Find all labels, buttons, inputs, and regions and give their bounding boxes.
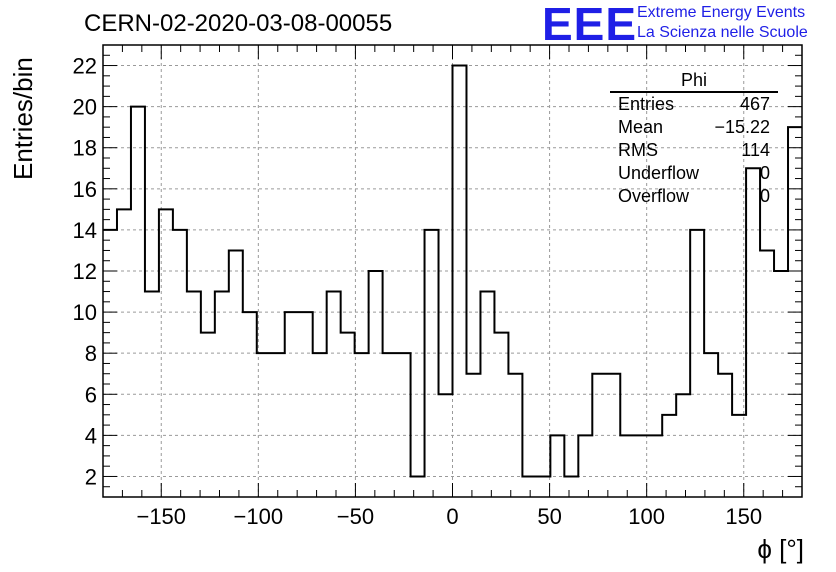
stats-label: RMS — [618, 140, 658, 160]
histogram-bin — [439, 394, 453, 497]
histogram-bin — [397, 353, 411, 497]
y-tick-label: 16 — [73, 177, 97, 202]
histogram-bin — [257, 353, 271, 497]
x-tick-label: −150 — [136, 504, 186, 529]
histogram-bin — [480, 292, 494, 497]
histogram-bin — [411, 476, 425, 497]
y-tick-label: 12 — [73, 259, 97, 284]
histogram-bin — [718, 374, 732, 497]
histogram-bin — [732, 415, 746, 497]
histogram-bin — [494, 333, 508, 497]
histogram-bin — [550, 435, 564, 497]
histogram-bin — [229, 250, 243, 497]
histogram-bin — [327, 292, 341, 497]
stats-value: 0 — [759, 186, 770, 206]
histogram-bin — [243, 312, 257, 497]
histogram-bin — [355, 353, 369, 497]
y-tick-label: 8 — [85, 341, 97, 366]
histogram-bin — [522, 476, 536, 497]
histogram-bin — [299, 312, 313, 497]
chart-title: CERN-02-2020-03-08-00055 — [84, 10, 393, 37]
histogram-bin — [383, 353, 397, 497]
histogram-bin — [131, 107, 145, 497]
stats-value: −15.22 — [714, 117, 770, 137]
histogram-bin — [676, 394, 690, 497]
stats-row: Mean −15.22 — [610, 116, 778, 139]
x-tick-label: 150 — [725, 504, 762, 529]
histogram-bin — [201, 333, 215, 497]
histogram-bin — [620, 435, 634, 497]
stats-value: 467 — [739, 94, 770, 114]
x-tick-label: −100 — [234, 504, 284, 529]
histogram-bin — [788, 127, 802, 497]
histogram-bin — [592, 374, 606, 497]
histogram-bin — [606, 374, 620, 497]
stats-value: 114 — [741, 140, 770, 160]
histogram-bin — [145, 292, 159, 497]
histogram-bin — [536, 476, 550, 497]
histogram-bin — [466, 374, 480, 497]
histogram-bin — [117, 209, 131, 497]
histogram-outline — [103, 64, 802, 478]
y-tick-label: 4 — [85, 423, 97, 448]
y-tick-label: 2 — [85, 464, 97, 489]
eee-logo: EEE — [542, 0, 638, 50]
y-tick-label: 6 — [85, 382, 97, 407]
stats-row: Entries 467 — [610, 93, 778, 116]
histogram-bin — [285, 312, 299, 497]
histogram-bin — [634, 435, 648, 497]
logo-line-2: La Scienza nelle Scuole — [637, 24, 808, 41]
x-tick-label: 100 — [628, 504, 665, 529]
y-axis-label-wrap: Entries/bin — [8, 57, 38, 300]
histogram-bin — [271, 353, 285, 497]
histogram-bin — [159, 209, 173, 497]
y-tick-label: 18 — [73, 136, 97, 161]
histogram-bin — [425, 230, 439, 497]
histogram-bin — [704, 353, 718, 497]
stats-label: Underflow — [618, 163, 700, 183]
stats-box: Phi Entries 467 Mean −15.22 RMS 114 Unde… — [610, 70, 778, 208]
histogram-bin — [690, 230, 704, 497]
stats-label: Mean — [618, 117, 664, 137]
y-tick-label: 14 — [73, 218, 97, 243]
histogram-bin — [173, 230, 187, 497]
x-axis-label: ϕ [°] — [757, 534, 804, 564]
histogram-bin — [508, 374, 522, 497]
stats-row: RMS 114 — [610, 139, 778, 162]
histogram-bin — [662, 415, 676, 497]
y-axis-label: Entries/bin — [8, 57, 38, 180]
y-tick-label: 20 — [73, 95, 97, 120]
stats-row: Underflow 0 — [610, 162, 778, 185]
histogram-bin — [564, 476, 578, 497]
histogram-bin — [341, 333, 355, 497]
histogram-bin — [215, 292, 229, 497]
stats-header: Phi — [610, 70, 778, 93]
histogram-bin — [746, 168, 760, 497]
histogram-bin — [578, 435, 592, 497]
x-tick-label: −50 — [337, 504, 374, 529]
histogram-bin — [103, 230, 117, 497]
stats-row: Overflow 0 — [610, 185, 778, 208]
logo-line-1: Extreme Energy Events — [637, 4, 806, 21]
y-tick-label: 22 — [73, 54, 97, 79]
histogram-bin — [774, 271, 788, 497]
y-tick-label: 10 — [73, 300, 97, 325]
histogram-bin — [453, 66, 467, 497]
histogram-bin — [648, 435, 662, 497]
stats-label: Overflow — [618, 186, 690, 206]
histogram-bin — [313, 353, 327, 497]
histogram-bin — [187, 292, 201, 497]
x-tick-label: 0 — [446, 504, 458, 529]
histogram-bin — [760, 250, 774, 497]
stats-label: Entries — [618, 94, 675, 114]
stats-value: 0 — [759, 163, 770, 183]
histogram-bin — [369, 271, 383, 497]
eee-logo-caption: Extreme Energy Events La Scienza nelle S… — [637, 3, 808, 43]
x-tick-label: 50 — [537, 504, 561, 529]
